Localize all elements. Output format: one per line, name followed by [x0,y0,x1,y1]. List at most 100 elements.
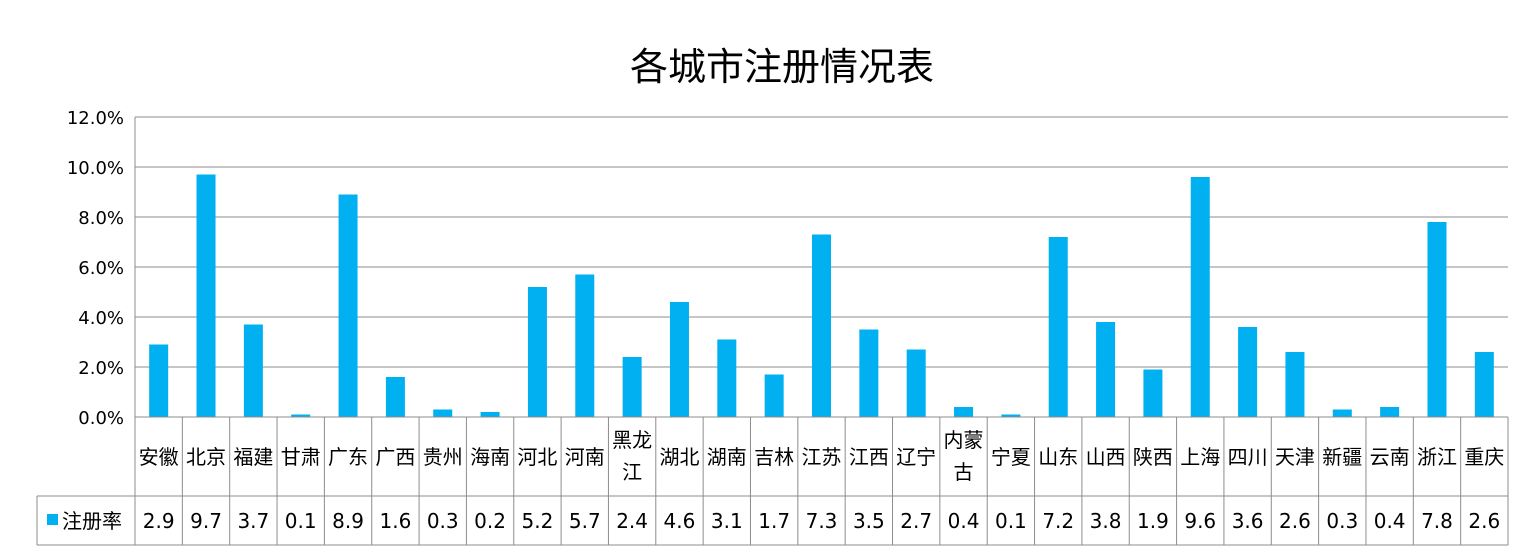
x-tick-label: 江苏 [802,445,842,469]
chart-title: 各城市注册情况表 [630,45,934,89]
bar-28 [1474,352,1494,417]
bar-12 [717,339,737,417]
data-value-label: 0.3 [1326,509,1358,533]
x-tick-label: 甘肃 [281,445,321,469]
y-tick-label: 6.0% [78,258,124,279]
x-tick-label: 山东 [1038,445,1078,469]
bar-0 [149,344,169,417]
bar-27 [1427,222,1447,417]
data-value-label: 5.2 [522,509,554,533]
x-tick-label: 上海 [1180,445,1220,469]
data-value-label: 9.6 [1184,509,1216,533]
data-value-label: 2.9 [143,509,175,533]
bar-16 [906,349,926,417]
data-value-label: 4.6 [664,509,696,533]
bar-24 [1285,352,1305,417]
bar-9 [575,274,595,417]
bar-7 [480,412,500,417]
bar-19 [1048,237,1068,417]
data-value-label: 3.6 [1232,509,1264,533]
data-value-label: 1.7 [758,509,790,533]
data-value-label: 7.2 [1042,509,1074,533]
bar-18 [1001,414,1021,417]
data-value-label: 2.4 [616,509,648,533]
bar-13 [764,374,784,417]
bar-3 [291,414,311,417]
bar-15 [859,329,879,417]
bar-2 [243,324,263,417]
y-tick-label: 8.0% [78,208,124,229]
y-tick-label: 2.0% [78,358,124,379]
data-value-label: 8.9 [332,509,364,533]
y-tick-label: 12.0% [67,108,124,129]
x-tick-label: 广西 [375,445,415,469]
legend-series-name: 注册率 [62,509,122,533]
y-tick-label: 10.0% [67,158,124,179]
bar-6 [433,409,453,417]
data-value-label: 1.6 [379,509,411,533]
x-tick-label: 浙江 [1417,445,1457,469]
x-tick-label: 宁夏 [991,445,1031,469]
x-tick-label: 内蒙古 [944,428,984,484]
x-tick-label: 新疆 [1322,445,1362,469]
data-value-label: 0.3 [427,509,459,533]
y-tick-label: 0.0% [78,408,124,429]
bar-1 [196,174,216,417]
bars [149,174,1494,417]
bar-5 [385,377,405,417]
y-axis-ticks: 0.0% 2.0% 4.0% 6.0% 8.0% 10.0% 12.0% [67,108,124,429]
x-tick-label: 云南 [1370,445,1410,469]
bar-23 [1238,327,1258,417]
x-tick-label: 贵州 [423,445,463,469]
bar-20 [1096,322,1116,417]
x-tick-label: 广东 [328,445,368,469]
data-value-label: 0.2 [474,509,506,533]
data-value-label: 3.1 [711,509,743,533]
x-tick-label: 北京 [186,445,226,469]
x-tick-label: 江西 [849,445,889,469]
x-tick-label: 福建 [233,445,273,469]
bar-11 [669,302,689,417]
bar-21 [1143,369,1163,417]
data-value-label: 3.7 [237,509,269,533]
data-value-label: 0.4 [1374,509,1406,533]
data-value-label: 2.7 [900,509,932,533]
data-value-label: 7.8 [1421,509,1453,533]
data-value-label: 0.1 [995,509,1027,533]
data-value-label: 0.4 [948,509,980,533]
x-tick-label: 吉林 [754,445,794,469]
data-value-label: 2.6 [1468,509,1500,533]
data-value-label: 9.7 [190,509,222,533]
bar-10 [622,357,642,417]
x-tick-label: 辽宁 [896,445,936,469]
x-tick-label: 重庆 [1464,445,1504,469]
data-value-label: 0.1 [285,509,317,533]
x-tick-label: 陕西 [1133,445,1173,469]
bar-14 [812,234,831,417]
x-tick-label: 湖南 [707,445,747,469]
x-tick-label: 湖北 [659,445,699,469]
data-value-label: 3.8 [1090,509,1122,533]
bar-17 [954,407,974,417]
y-tick-label: 4.0% [78,308,124,329]
bar-26 [1380,407,1400,417]
x-tick-label: 安徽 [139,445,179,469]
x-tick-label: 山西 [1086,445,1126,469]
bar-8 [527,287,547,417]
legend-swatch [47,514,58,525]
data-value-label: 7.3 [806,509,838,533]
bar-4 [338,194,358,417]
x-tick-label: 海南 [470,445,510,469]
data-value-label: 2.6 [1279,509,1311,533]
bar-25 [1332,409,1352,417]
x-tick-label: 河南 [565,445,605,469]
bar-22 [1190,177,1210,417]
data-value-label: 5.7 [569,509,601,533]
x-tick-label: 四川 [1228,445,1268,469]
data-value-label: 3.5 [853,509,885,533]
x-tick-label: 河北 [517,445,557,469]
x-tick-label: 天津 [1275,445,1315,469]
x-tick-label: 黑龙江 [612,428,652,484]
